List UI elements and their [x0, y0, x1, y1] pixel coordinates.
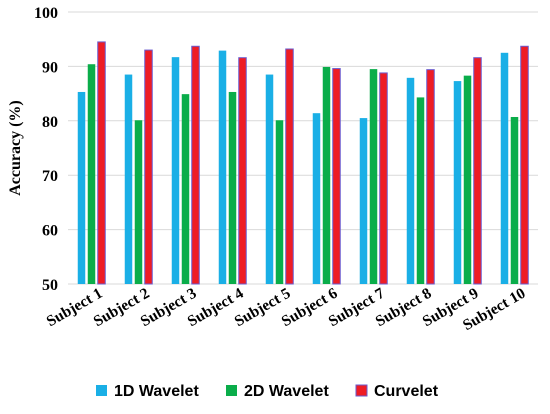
y-tick-label: 50: [42, 277, 58, 294]
legend-label: 1D Wavelet: [114, 383, 199, 400]
bar-curvelet: [473, 57, 482, 285]
y-tick-label: 60: [42, 223, 58, 240]
bar-2d-wavelet: [87, 64, 96, 284]
y-tick-label: 90: [42, 59, 58, 76]
bar-1d-wavelet: [171, 57, 180, 284]
y-tick-label: 80: [42, 114, 58, 131]
bar-1d-wavelet: [312, 113, 321, 285]
bar-curvelet: [97, 41, 106, 285]
bar-2d-wavelet: [369, 69, 378, 285]
bar-2d-wavelet: [416, 97, 425, 285]
bar-2d-wavelet: [322, 66, 331, 284]
legend-swatch: [226, 385, 237, 396]
bar-2d-wavelet: [275, 120, 284, 284]
bars: [77, 41, 529, 285]
bar-curvelet: [238, 57, 247, 285]
bar-1d-wavelet: [265, 74, 274, 284]
bar-curvelet: [379, 72, 388, 285]
legend-swatch: [355, 384, 368, 397]
bar-1d-wavelet: [359, 118, 368, 284]
bar-2d-wavelet: [181, 94, 190, 284]
bar-curvelet: [191, 45, 200, 285]
bar-curvelet: [332, 68, 341, 285]
y-tick-label: 100: [34, 5, 58, 22]
bar-curvelet: [426, 69, 435, 285]
legend-label: Curvelet: [374, 383, 439, 400]
bar-1d-wavelet: [406, 77, 415, 284]
legend-label: 2D Wavelet: [244, 383, 329, 400]
bar-1d-wavelet: [500, 52, 509, 284]
bar-1d-wavelet: [124, 74, 133, 284]
legend-swatch: [96, 385, 107, 396]
y-axis-title: Accuracy (%): [7, 100, 24, 196]
bar-1d-wavelet: [453, 81, 462, 284]
bar-2d-wavelet: [463, 75, 472, 284]
bar-1d-wavelet: [77, 91, 86, 284]
bar-1d-wavelet: [218, 50, 227, 285]
bar-2d-wavelet: [510, 116, 519, 284]
bar-2d-wavelet: [228, 91, 237, 284]
legend: 1D Wavelet 2D Wavelet Curvelet: [96, 383, 439, 400]
bar-curvelet: [285, 48, 294, 285]
bar-curvelet: [144, 49, 153, 285]
bar-curvelet: [520, 45, 529, 285]
y-tick-labels: 50 60 70 80 90 100: [34, 5, 58, 294]
bar-2d-wavelet: [134, 120, 143, 284]
y-tick-label: 70: [42, 168, 58, 185]
